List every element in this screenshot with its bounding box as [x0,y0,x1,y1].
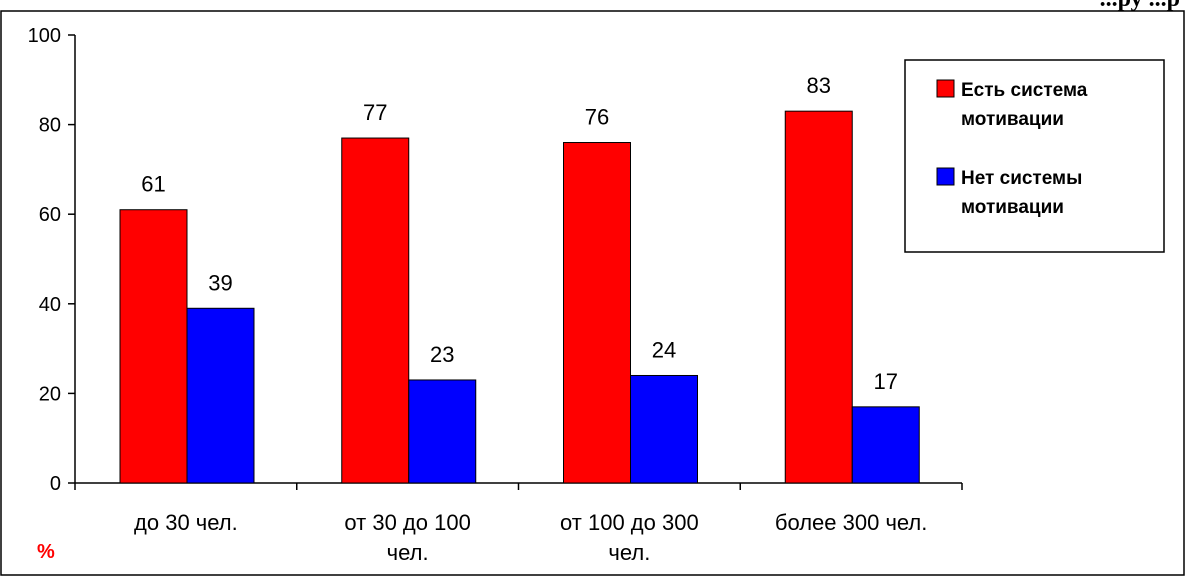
bar-series-2 [186,307,255,484]
bar-series-1 [784,110,853,484]
bar-series-1 [341,137,410,484]
y-tick-label: 40 [39,294,61,316]
y-tick-label: 0 [50,473,61,495]
legend-label: мотивации [961,197,1064,218]
data-label: 83 [807,73,831,98]
plot-area: 0 20 40 60 80 100 61 39 до 30 чел. 77 23 от 30 до 1… [28,25,963,565]
data-label: 24 [652,337,676,362]
bar-series-2 [408,379,477,484]
data-label: 77 [363,100,387,125]
category-label: более 300 чел. [775,510,928,535]
bar-series-1 [119,209,188,484]
data-label: 17 [874,369,898,394]
y-tick-label: 80 [39,115,61,137]
clipped-heading-fragment: ...ру ...р [1100,0,1180,12]
category-label: от 100 до 300 [560,510,699,535]
chart-border [0,10,1185,576]
legend-swatch [936,167,955,186]
bar-series-2 [630,374,698,484]
data-label: 61 [141,172,165,197]
unit-label: % [37,541,55,563]
data-label: 76 [585,105,609,130]
category-label: до 30 чел. [134,510,238,535]
y-tick-label: 100 [28,25,61,47]
y-tick-label: 20 [39,383,61,405]
category-label: чел. [608,540,650,565]
legend-label: Нет системы [961,168,1082,189]
bar-series-1 [563,142,631,484]
category-label: чел. [387,540,429,565]
y-tick-label: 60 [39,204,61,226]
legend-swatch [936,79,955,98]
data-label: 39 [208,270,232,295]
legend: Есть система мотивации Нет системы мотиваци… [904,59,1165,253]
category-label: от 30 до 100 [344,510,470,535]
data-label: 23 [430,342,454,367]
legend-label: Есть система [961,80,1088,101]
bar-series-2 [851,406,920,484]
legend-label: мотивации [961,109,1064,130]
